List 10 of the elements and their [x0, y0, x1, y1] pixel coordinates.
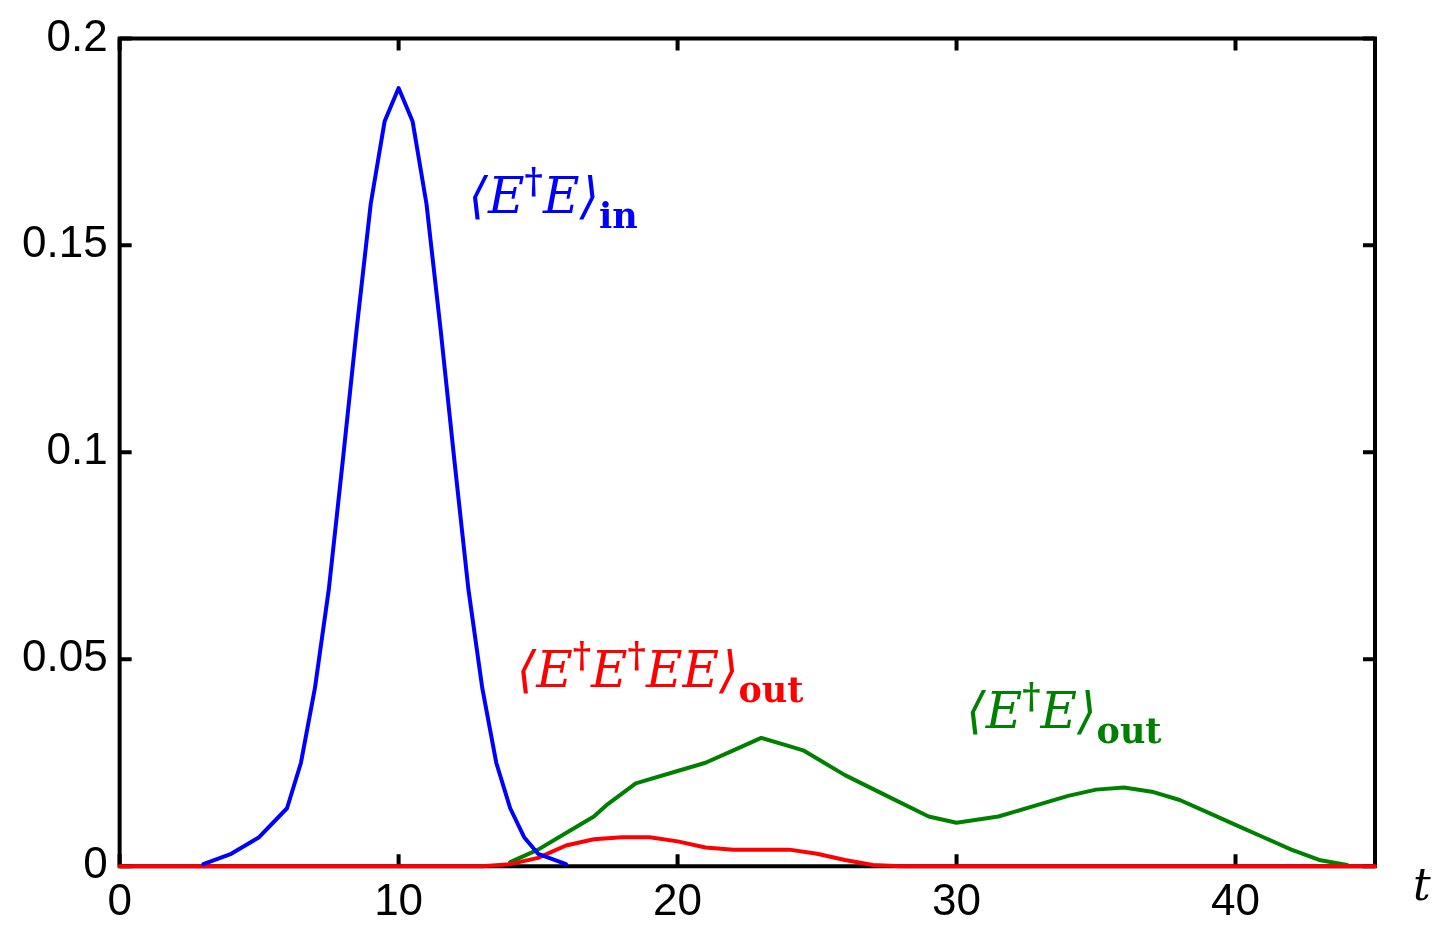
y-tick-label: 0.2	[46, 10, 108, 60]
x-tick-label: 20	[653, 874, 703, 924]
x-tick-label: 40	[1211, 874, 1260, 924]
x-tick-label: 10	[374, 874, 424, 924]
y-tick-label: 0	[83, 838, 108, 888]
y-tick-label: 0.15	[22, 217, 108, 267]
x-axis-title: t	[1413, 858, 1431, 910]
y-tick-label: 0.1	[46, 424, 108, 474]
y-tick-label: 0.05	[22, 631, 108, 681]
x-tick-label: 30	[932, 874, 982, 924]
